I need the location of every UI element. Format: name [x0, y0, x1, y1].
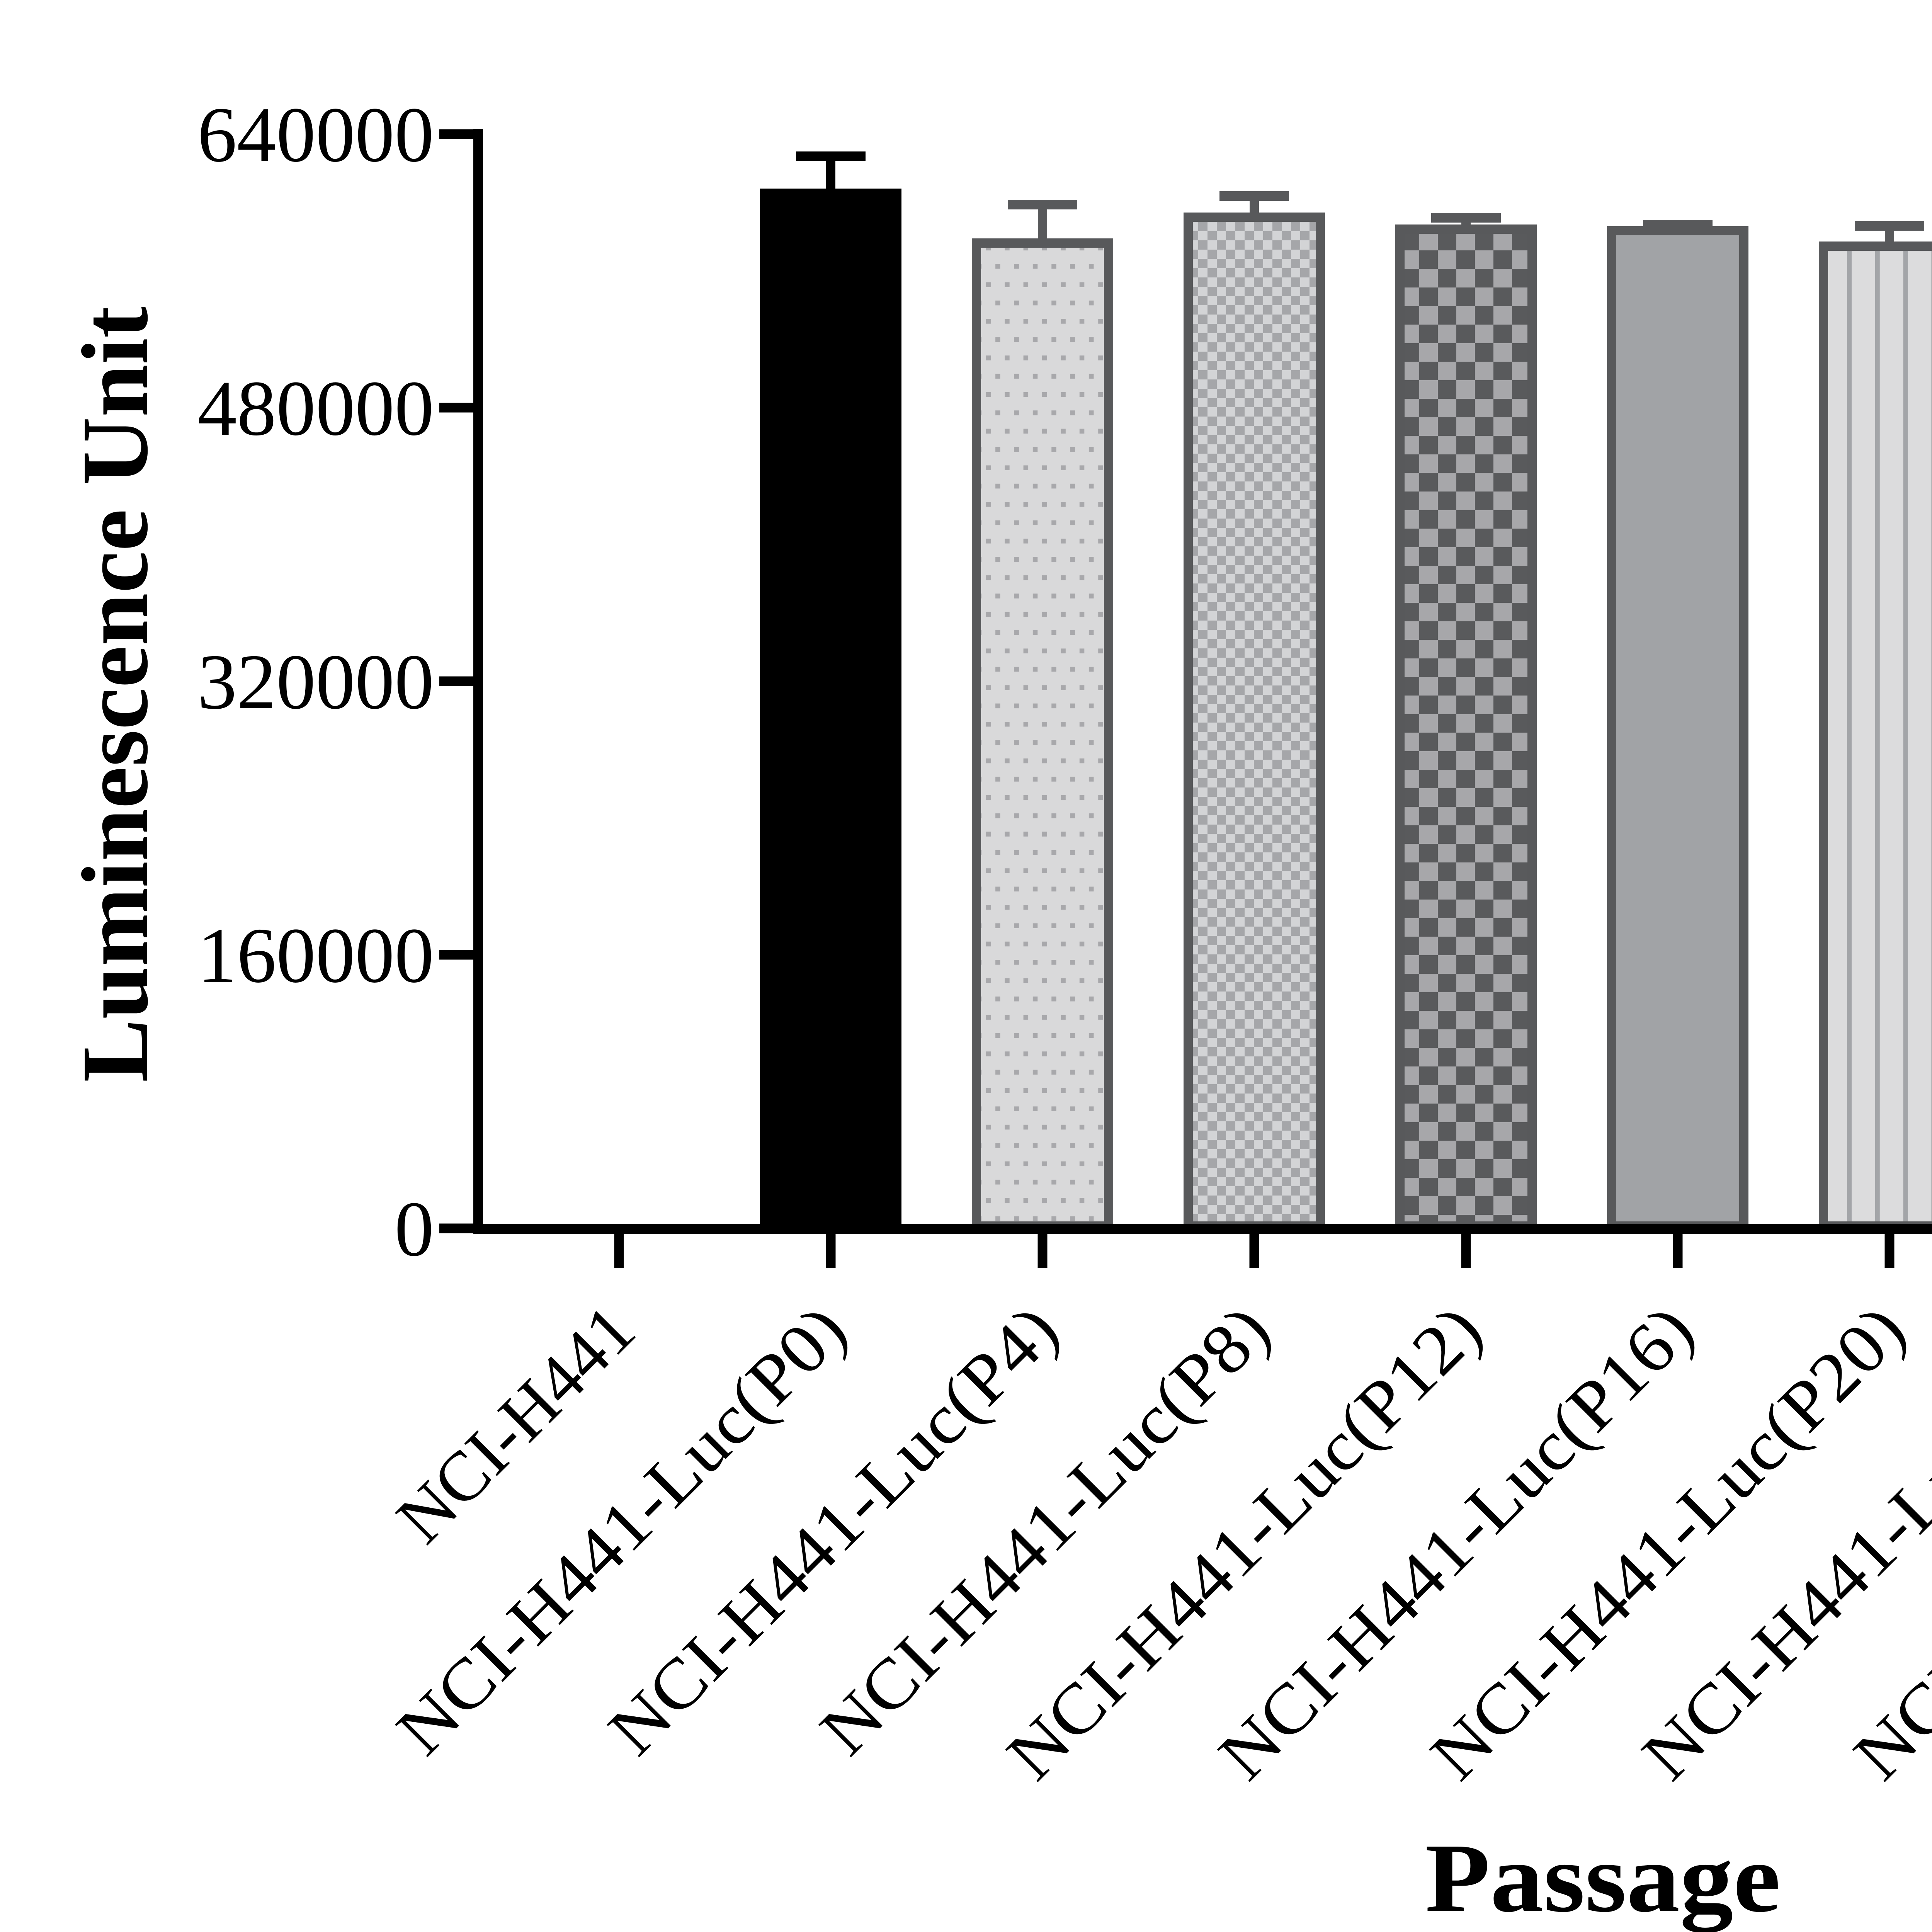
svg-text:320000: 320000	[197, 638, 434, 726]
svg-text:160000: 160000	[197, 912, 434, 999]
svg-text:Passage: Passage	[1425, 1824, 1781, 1932]
svg-text:640000: 640000	[197, 91, 434, 179]
svg-text:0: 0	[395, 1185, 434, 1273]
svg-text:Luminescence Unit: Luminescence Unit	[63, 306, 167, 1082]
svg-text:480000: 480000	[197, 365, 434, 452]
